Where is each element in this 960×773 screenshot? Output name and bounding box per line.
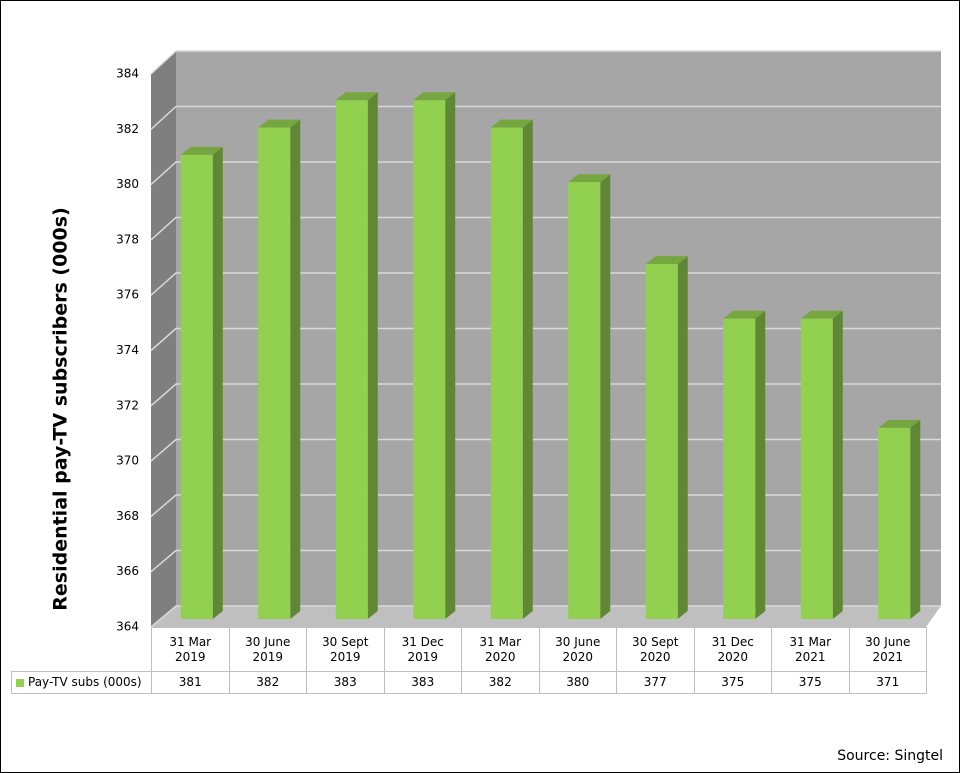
plot: Residential pay-TV subscribers (000s) 36… — [50, 50, 941, 634]
table-value: 377 — [616, 671, 695, 694]
bar-face — [490, 127, 523, 619]
bar-face — [878, 427, 911, 619]
table-value: 375 — [693, 671, 772, 694]
source: Source: Singtel — [837, 748, 943, 764]
bar-face — [723, 318, 756, 619]
bar-face — [367, 92, 378, 620]
y-tick-label: 370 — [116, 454, 139, 468]
y-tick-label: 380 — [116, 177, 139, 191]
bar-face — [800, 318, 833, 619]
table-value: 382 — [228, 671, 307, 694]
y-tick-label: 378 — [116, 232, 139, 246]
bar-face — [910, 419, 921, 619]
y-tick-label: 366 — [116, 564, 139, 578]
bar-face — [180, 154, 213, 619]
bar-face — [677, 256, 688, 619]
bar-face — [568, 174, 611, 183]
bar — [413, 92, 456, 620]
bar — [258, 119, 301, 619]
grid-line — [150, 105, 941, 130]
y-tick-label: 374 — [116, 343, 139, 357]
y-tick-label: 384 — [116, 67, 139, 81]
bar-face — [413, 100, 446, 620]
legend-entry: Pay-TV subs (000s) — [11, 671, 152, 694]
table-value: 383 — [383, 671, 462, 694]
bar-face — [645, 264, 678, 619]
bar-face — [645, 256, 688, 265]
x-tick-label: 30 June 2019 — [228, 627, 307, 672]
y-tick-label: 368 — [116, 509, 139, 523]
y-tick-label: 376 — [116, 288, 139, 302]
bar-face — [212, 146, 223, 619]
table-value: 375 — [771, 671, 850, 694]
bar — [568, 174, 611, 619]
bar-face — [445, 92, 456, 620]
legend-swatch — [16, 678, 24, 687]
table-value: 383 — [306, 671, 385, 694]
grid-line — [150, 216, 941, 241]
x-tick-label: 30 June 2021 — [848, 627, 927, 672]
grid-line — [150, 50, 941, 75]
y-axis-label: Residential pay-TV subscribers (000s) — [50, 207, 72, 611]
y-tick-label: 364 — [116, 620, 139, 634]
x-tick-label: 31 Mar 2019 — [151, 627, 230, 672]
bar-face — [290, 119, 301, 619]
bar-face — [600, 174, 611, 619]
bar — [878, 419, 921, 619]
bar-face — [335, 92, 378, 101]
bar-face — [832, 310, 843, 619]
table-value: 382 — [461, 671, 540, 694]
bar-face — [490, 119, 533, 128]
table-value: 380 — [538, 671, 617, 694]
bar-face — [568, 182, 601, 619]
bar-face — [723, 310, 766, 319]
bar — [335, 92, 378, 620]
bar-face — [258, 127, 291, 619]
legend-label: Pay-TV subs (000s) — [28, 675, 142, 689]
x-tick-label: 30 June 2020 — [538, 627, 617, 672]
bar — [723, 310, 766, 619]
x-tick-label: 30 Sept 2019 — [306, 627, 385, 672]
bar-face — [522, 119, 533, 619]
table-value: 381 — [151, 671, 230, 694]
bar-face — [413, 92, 456, 101]
bar-face — [755, 310, 766, 619]
grid-line — [150, 161, 941, 186]
x-tick-label: 31 Mar 2020 — [461, 627, 540, 672]
x-tick-label: 30 Sept 2020 — [616, 627, 695, 672]
bar-face — [800, 310, 843, 319]
bar — [180, 146, 223, 619]
table-value: 371 — [848, 671, 927, 694]
bar-face — [878, 419, 921, 428]
x-tick-label: 31 Mar 2021 — [771, 627, 850, 672]
y-tick-label: 382 — [116, 122, 139, 136]
x-tick-label: 31 Dec 2020 — [693, 627, 772, 672]
bar — [490, 119, 533, 619]
bar-face — [335, 100, 368, 620]
bar-face — [258, 119, 301, 128]
x-tick-label: 31 Dec 2019 — [383, 627, 462, 672]
bar — [800, 310, 843, 619]
bar — [645, 256, 688, 619]
bar-face — [180, 146, 223, 155]
y-tick-label: 372 — [116, 398, 139, 412]
